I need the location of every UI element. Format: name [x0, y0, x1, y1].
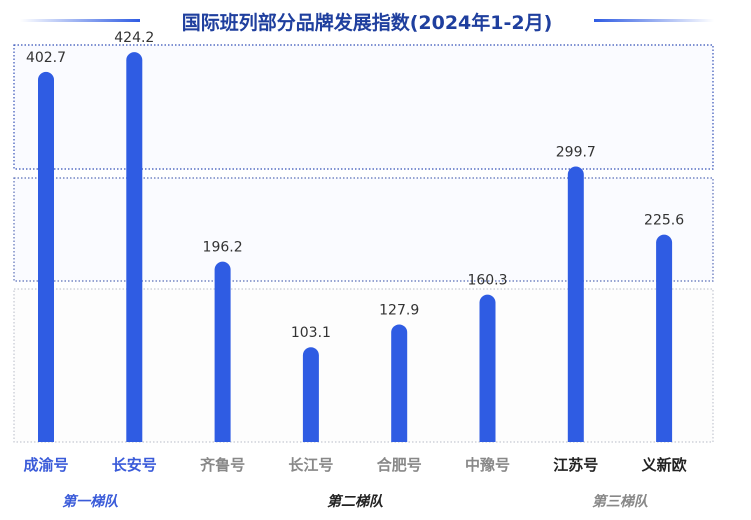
category-label-6: 江苏号 [553, 456, 598, 474]
tier-label-3: 第三梯队 [592, 493, 649, 510]
category-label-1: 长安号 [112, 456, 157, 474]
value-label-3: 103.1 [291, 325, 331, 341]
bars-group [38, 52, 673, 443]
bar-1 [126, 52, 143, 443]
bar-0 [38, 71, 54, 442]
bar-3 [302, 347, 319, 442]
title-decor-left [20, 19, 140, 22]
tier-band-2 [13, 177, 714, 282]
value-label-0: 402.7 [26, 50, 66, 66]
chart-title: 国际班列部分品牌发展指数(2024年1-2月) [182, 11, 553, 34]
bar-4 [391, 324, 408, 442]
bar-6 [567, 166, 584, 442]
value-label-7: 225.6 [644, 213, 684, 229]
tier-band-3 [13, 288, 714, 443]
tier-labels-group: 第一梯队 第二梯队 第三梯队 [62, 493, 649, 510]
bar-7 [656, 234, 673, 442]
category-label-5: 中豫号 [465, 456, 510, 474]
tier-band-1 [13, 44, 714, 170]
category-label-3: 长江号 [288, 456, 333, 474]
value-labels-group: 402.7 424.2 196.2 103.1 127.9 160.3 299.7 225.6 [26, 30, 684, 341]
category-label-7: 义新欧 [642, 456, 687, 474]
tier-label-1: 第一梯队 [62, 493, 119, 510]
value-label-5: 160.3 [467, 273, 507, 289]
title-decor-right [594, 19, 714, 22]
value-label-4: 127.9 [379, 302, 419, 318]
bar-5 [479, 294, 496, 442]
category-label-2: 齐鲁号 [200, 456, 245, 474]
tier-label-2: 第二梯队 [327, 493, 384, 510]
category-labels-group: 成渝号 长安号 齐鲁号 长江号 合肥号 中豫号 江苏号 义新欧 [23, 456, 686, 474]
value-label-1: 424.2 [114, 30, 154, 46]
value-label-2: 196.2 [203, 240, 243, 256]
category-label-0: 成渝号 [23, 456, 68, 474]
category-label-4: 合肥号 [376, 456, 422, 474]
value-label-6: 299.7 [556, 145, 596, 161]
bar-2 [214, 261, 231, 442]
